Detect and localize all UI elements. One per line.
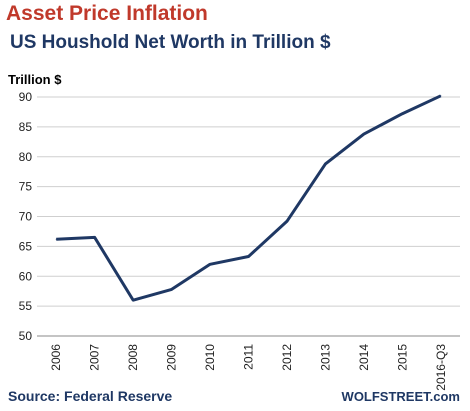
x-tick-labels: 2006 2007 2008 2009 2010 2011 2012 2013 2014 2015… xyxy=(49,344,448,391)
data-point xyxy=(209,263,211,265)
y-tick-label: 80 xyxy=(19,150,33,164)
data-point xyxy=(440,95,442,97)
chart-title: Asset Price Inflation xyxy=(6,2,208,25)
y-tick-label: 85 xyxy=(19,120,33,134)
data-point xyxy=(324,163,326,165)
x-tick-label: 2011 xyxy=(242,344,256,370)
x-tick-label: 2007 xyxy=(88,344,102,371)
data-point xyxy=(401,113,403,115)
y-tick-label: 75 xyxy=(19,180,33,194)
data-point xyxy=(94,236,96,238)
source-note: Source: Federal Reserve xyxy=(8,388,173,404)
data-point xyxy=(286,220,288,222)
data-point xyxy=(248,256,249,258)
y-tick-label: 55 xyxy=(19,299,33,313)
x-tick-label: 2016-Q3 xyxy=(434,344,448,391)
y-tick-label: 70 xyxy=(19,210,33,224)
x-tick-label: 2006 xyxy=(49,344,63,371)
gridlines xyxy=(37,96,460,307)
series-points xyxy=(55,95,442,301)
data-point xyxy=(171,288,173,290)
data-point xyxy=(132,299,134,301)
y-tick-label: 90 xyxy=(19,90,33,104)
x-tick-label: 2009 xyxy=(165,344,179,371)
y-tick-label: 60 xyxy=(19,269,33,283)
x-tick-label: 2008 xyxy=(126,344,140,371)
x-tick-label: 2012 xyxy=(280,344,294,371)
data-point xyxy=(55,238,57,240)
x-tick-label: 2015 xyxy=(395,344,409,371)
y-axis-label: Trillion $ xyxy=(8,72,62,87)
x-tick-label: 2014 xyxy=(357,344,371,371)
data-point xyxy=(363,133,365,135)
chart-subtitle: US Houshold Net Worth in Trillion $ xyxy=(10,32,331,53)
y-tick-labels: 50 55 60 65 70 75 80 85 90 xyxy=(19,90,33,343)
y-tick-label: 65 xyxy=(19,239,33,253)
x-tick-label: 2010 xyxy=(203,344,217,371)
y-tick-label: 50 xyxy=(19,329,33,343)
x-tick-label: 2013 xyxy=(318,344,332,371)
brand-watermark: WOLFSTREET.com xyxy=(341,389,460,404)
